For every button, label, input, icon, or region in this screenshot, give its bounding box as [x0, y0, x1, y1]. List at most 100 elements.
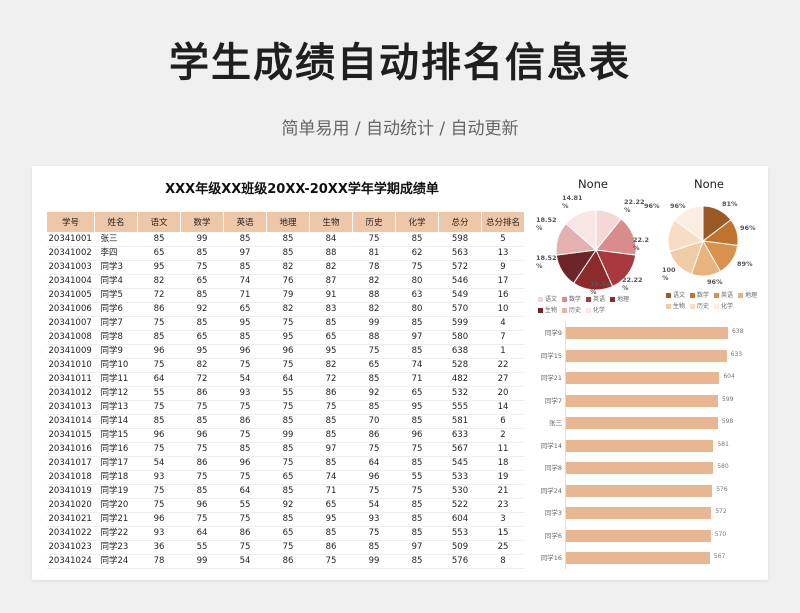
table-cell: 75: [137, 498, 181, 513]
table-cell: 85: [266, 442, 310, 457]
table-cell: 71: [223, 288, 267, 303]
table-cell: 同学23: [94, 540, 138, 555]
table-cell: 97: [395, 330, 439, 345]
table-cell: 96: [137, 344, 181, 359]
table-cell: 75: [223, 512, 267, 527]
table-cell: 75: [352, 484, 396, 499]
table-cell: 95: [180, 344, 224, 359]
bar-value-label: 604: [723, 373, 735, 380]
table-cell: 19: [481, 470, 525, 485]
table-cell: 84: [309, 232, 353, 247]
table-cell: 93: [223, 386, 267, 401]
table-cell: 65: [180, 274, 224, 289]
legend-entry: 英语: [586, 296, 605, 303]
bar: [566, 529, 711, 542]
table-cell: 549: [438, 288, 482, 303]
table-cell: 509: [438, 540, 482, 555]
table-cell: 85: [180, 246, 224, 261]
table-row: 20341005 同学5 72 85 71 79 91 88 63 549 16: [46, 288, 525, 303]
table-cell: 86: [309, 386, 353, 401]
bar-axis-line: [565, 367, 566, 389]
pie-slice: [565, 210, 597, 252]
table-cell: 93: [137, 526, 181, 541]
bar-axis-line: [565, 389, 566, 412]
table-cell: 85: [395, 344, 439, 359]
bar-axis-line: [565, 412, 566, 434]
pie-percentage-label: 81%: [722, 200, 738, 208]
table-cell: 64: [180, 526, 224, 541]
bar-row: 同学7 599: [532, 389, 762, 412]
bar-axis-line: [565, 344, 566, 367]
bar-category-label: 同学9: [544, 329, 562, 337]
table-cell: 85: [266, 414, 310, 429]
legend-entry: 化学: [714, 303, 733, 310]
table-row: 20341012 同学12 55 86 93 55 86 92 65 532 20: [46, 386, 525, 401]
table-cell: 同学8: [94, 330, 138, 345]
table-cell: 533: [438, 470, 482, 485]
table-cell: 75: [137, 442, 181, 457]
table-cell: 20341017: [46, 456, 95, 471]
table-cell: 78: [137, 554, 181, 569]
legend-swatch: [690, 304, 696, 309]
legend-entry: 数学: [690, 292, 709, 299]
legend-swatch: [714, 293, 720, 298]
table-cell: 75: [395, 484, 439, 499]
bar-axis-line: [565, 434, 566, 457]
bar-category-label: 同学15: [540, 351, 562, 360]
table-cell: 同学16: [94, 442, 138, 457]
table-cell: 20341021: [46, 512, 95, 527]
table-cell: 55: [395, 470, 439, 485]
table-cell: 75: [137, 358, 181, 373]
bar-value-label: 572: [715, 508, 727, 515]
table-row: 20341015 同学15 96 96 75 99 85 86 96 633 2: [46, 428, 525, 443]
table-cell: 20341015: [46, 428, 95, 443]
table-cell: 85: [137, 232, 181, 247]
table-cell: 570: [438, 302, 482, 317]
pie-percentage-label: 96%: [670, 202, 686, 210]
table-cell: 65: [223, 302, 267, 317]
table-cell: 86: [352, 428, 396, 443]
bar-value-label: 598: [721, 418, 734, 425]
table-row: 20341008 同学8 85 65 85 95 65 88 97 580 7: [46, 330, 525, 345]
pie-left-title: None: [578, 177, 609, 191]
bar-category-label: 同学6: [544, 531, 562, 540]
table-cell: 85: [352, 400, 396, 415]
bar: [566, 552, 710, 564]
table-cell: 20341010: [46, 358, 95, 373]
table-cell: 82: [266, 260, 310, 275]
table-cell: 97: [223, 246, 267, 261]
spreadsheet-panel: XXX年级XX班级20XX-20XX学年学期成绩单 学号 姓名 语文 数学 英语 地理 生物…: [32, 166, 768, 580]
table-cell: 83: [309, 302, 353, 317]
table-cell: 同学10: [94, 358, 138, 373]
table-cell: 同学11: [94, 372, 138, 387]
table-cell: 17: [481, 274, 525, 289]
table-cell: 75: [266, 400, 310, 415]
table-cell: 78: [352, 260, 396, 275]
table-cell: 598: [438, 232, 482, 247]
bar-row: 同学6 570: [532, 524, 762, 547]
table-cell: 86: [137, 302, 181, 317]
table-cell: 96: [180, 428, 224, 443]
table-cell: 528: [438, 358, 482, 373]
table-cell: 82: [309, 358, 353, 373]
bar: [566, 417, 718, 429]
table-cell: 576: [438, 554, 482, 569]
table-cell: 99: [266, 428, 310, 443]
table-cell: 75: [223, 400, 267, 415]
table-cell: 54: [223, 372, 267, 387]
table-cell: 11: [481, 442, 525, 457]
table-cell: 20341013: [46, 400, 95, 415]
table-row: 20341014 同学14 85 85 86 85 85 70 85 581 6: [46, 414, 525, 429]
table-cell: 18: [481, 456, 525, 471]
table-cell: 93: [137, 470, 181, 485]
bar-axis-line: [565, 479, 566, 502]
legend-entry: 生物: [666, 303, 685, 310]
bar-value-label: 576: [716, 485, 728, 493]
table-cell: 638: [438, 344, 482, 359]
table-cell: 86: [180, 456, 224, 471]
table-cell: 532: [438, 386, 482, 401]
table-cell: 75: [352, 232, 396, 247]
table-cell: 92: [352, 386, 396, 401]
sheet-title: XXX年级XX班级20XX-20XX学年学期成绩单: [165, 182, 439, 197]
table-cell: 82: [352, 274, 396, 289]
